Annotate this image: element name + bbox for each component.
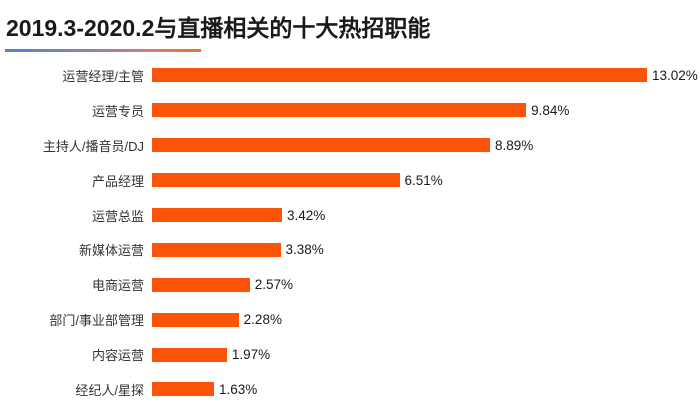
bar [152, 347, 227, 362]
value-label: 8.89% [494, 137, 534, 153]
value-label: 3.42% [287, 207, 326, 223]
value-label: 1.63% [218, 381, 258, 397]
bar [152, 277, 250, 292]
chart-title: 2019.3-2020.2与直播相关的十大热招职能 [6, 15, 431, 41]
category-label: 电商运营 [91, 278, 144, 294]
chart-row: 产品经理 6.51% [0, 163, 700, 198]
bar [152, 312, 239, 327]
chart-row: 电商运营 2.57% [0, 267, 700, 302]
bar [152, 208, 283, 222]
chart-row: 主持人/播音员/DJ 8.89% [0, 128, 700, 163]
bar [152, 382, 214, 397]
chart-row: 内容运营 1.97% [0, 337, 700, 372]
category-label: 经纪人/星探 [75, 382, 144, 398]
chart-row: 运营专员 9.84% [0, 93, 700, 128]
category-label: 运营经理/主管 [62, 68, 144, 84]
chart-row: 经纪人/星探 1.63% [0, 372, 700, 406]
title-underline-gradient [5, 49, 201, 52]
chart-row: 运营总监 3.42% [0, 198, 700, 233]
value-label: 9.84% [531, 102, 570, 118]
chart-row: 部门/事业部管理 2.28% [0, 302, 700, 337]
category-label: 运营总监 [91, 208, 144, 224]
chart-row: 新媒体运营 3.38% [0, 232, 700, 267]
value-label: 13.02% [652, 67, 698, 83]
bar [152, 173, 400, 188]
category-label: 产品经理 [91, 173, 144, 189]
value-label: 2.28% [243, 312, 282, 328]
category-label: 主持人/播音员/DJ [42, 138, 144, 154]
category-label: 运营专员 [91, 103, 144, 119]
category-label: 内容运营 [91, 348, 144, 364]
value-label: 1.97% [231, 347, 271, 363]
category-label: 部门/事业部管理 [49, 313, 144, 329]
value-label: 2.57% [254, 277, 293, 293]
value-label: 6.51% [404, 172, 443, 188]
bar [152, 68, 647, 83]
category-label: 新媒体运营 [78, 243, 144, 259]
bar [152, 103, 527, 118]
chart-row: 运营经理/主管 13.02% [0, 58, 700, 93]
value-label: 3.38% [285, 242, 324, 258]
bar [152, 242, 281, 257]
chart-rows: 运营经理/主管 13.02% 运营专员 9.84% 主持人/播音员/DJ 8.89% 产品经… [0, 58, 700, 406]
bar [152, 138, 490, 153]
